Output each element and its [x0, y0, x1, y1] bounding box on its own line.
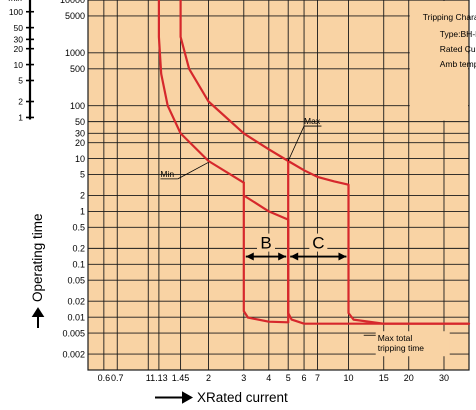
minute-tick-2: 2: [18, 97, 23, 107]
minute-tick-50: 50: [14, 23, 24, 33]
y-axis-title: Operating time: [30, 213, 45, 302]
x-tick-15: 15: [379, 373, 389, 383]
minute-tick-200: 200: [9, 0, 23, 1]
x-tick-0-7: 0.7: [111, 373, 124, 383]
minute-tick-1: 1: [18, 113, 23, 123]
zone-c-label: C: [312, 234, 324, 253]
y-tick-5000: 5000: [65, 11, 85, 21]
max-total-label-line-1: tripping time: [378, 343, 425, 353]
zone-c-arrow-right-icon: [338, 252, 347, 261]
y-tick-0-1: 0.1: [72, 259, 85, 269]
chart-title: Tripping Characteristics: [423, 12, 476, 22]
minute-tick-5: 5: [18, 76, 23, 86]
x-tick-30: 30: [439, 373, 449, 383]
minute-unit-label: min: [8, 0, 22, 3]
tripping-curves: [157, 0, 471, 325]
minute-tick-100: 100: [9, 7, 23, 17]
x-tick-7: 7: [315, 373, 320, 383]
zone-c-arrow-left-icon: [290, 252, 299, 261]
zone-b-arrow-left-icon: [245, 252, 254, 261]
zone-b-label: B: [260, 234, 271, 253]
minute-tick-10: 10: [14, 60, 24, 70]
info-type: Type:BH-D: [440, 29, 476, 39]
y-tick-1000: 1000: [65, 48, 85, 58]
curve-min-upper: [157, 0, 245, 184]
x-axis-title-group: XRated current: [155, 390, 288, 405]
x-tick-4: 4: [266, 373, 271, 383]
y-tick-100: 100: [70, 101, 85, 111]
max-total-label-line-0: Max total: [378, 333, 413, 343]
minute-tick-30: 30: [14, 35, 24, 45]
y-tick-0-005: 0.005: [62, 328, 85, 338]
max-annotation: Max: [304, 116, 321, 126]
y-tick-0-5: 0.5: [72, 223, 85, 233]
x-tick-3: 3: [241, 373, 246, 383]
zone-c-label-bg: [309, 233, 328, 252]
x-tick-1: 1: [146, 373, 151, 383]
x-tick-labels: 0.6 0.7 1 1.13 1.45 2 3 4 5 6 7 10 15 20 30: [98, 373, 449, 383]
y-tick-50: 50: [75, 117, 85, 127]
x-tick-10: 10: [343, 373, 353, 383]
y-axis-arrow-icon: [31, 307, 45, 328]
curve-b-inst-min: [242, 194, 290, 324]
min-leader: [177, 161, 209, 180]
y-tick-0-01: 0.01: [67, 312, 85, 322]
y-tick-5: 5: [80, 170, 85, 180]
x-tick-1-13: 1.13: [150, 373, 168, 383]
zone-b-arrow-right-icon: [278, 252, 287, 261]
y-axis-title-group: Operating time: [30, 213, 45, 328]
y-tick-20: 20: [75, 138, 85, 148]
min-annotation: Min: [160, 169, 174, 179]
y-tick-0-02: 0.02: [67, 296, 85, 306]
y-tick-0-002: 0.002: [62, 349, 85, 359]
y-tick-0-05: 0.05: [67, 275, 85, 285]
info-amb-temp: Amb temp.:30℃: [440, 59, 476, 69]
zone-b-label-bg: [256, 233, 275, 252]
info-rated-current: Rated Current:6A-63A: [440, 44, 476, 54]
max-total-label-bg: [375, 331, 450, 357]
info-box: Tripping Characteristics Type:BH-D Rated…: [409, 1, 476, 121]
y-tick-0-2: 0.2: [72, 244, 85, 254]
x-tick-5: 5: [286, 373, 291, 383]
x-tick-0-6: 0.6: [98, 373, 111, 383]
y-tick-30: 30: [75, 129, 85, 139]
y-tick-10000: 10000: [60, 0, 85, 5]
plot-background: [87, 0, 470, 371]
x-tick-1-45: 1.45: [172, 373, 190, 383]
curve-max-upper: [179, 0, 290, 163]
x-tick-2: 2: [206, 373, 211, 383]
info-box-background: [409, 1, 468, 121]
max-leader: [287, 125, 305, 162]
y-tick-2: 2: [80, 191, 85, 201]
curve-c-max: [287, 159, 471, 325]
y-tick-500: 500: [70, 64, 85, 74]
minute-tick-20: 20: [14, 44, 24, 54]
x-axis-arrow-icon: [155, 391, 194, 404]
y-tick-1: 1: [80, 207, 85, 217]
x-tick-6: 6: [302, 373, 307, 383]
curve-b-min-drop: [242, 181, 471, 325]
y-tick-10: 10: [75, 154, 85, 164]
x-tick-20: 20: [404, 373, 414, 383]
x-axis-title: XRated current: [197, 390, 288, 405]
